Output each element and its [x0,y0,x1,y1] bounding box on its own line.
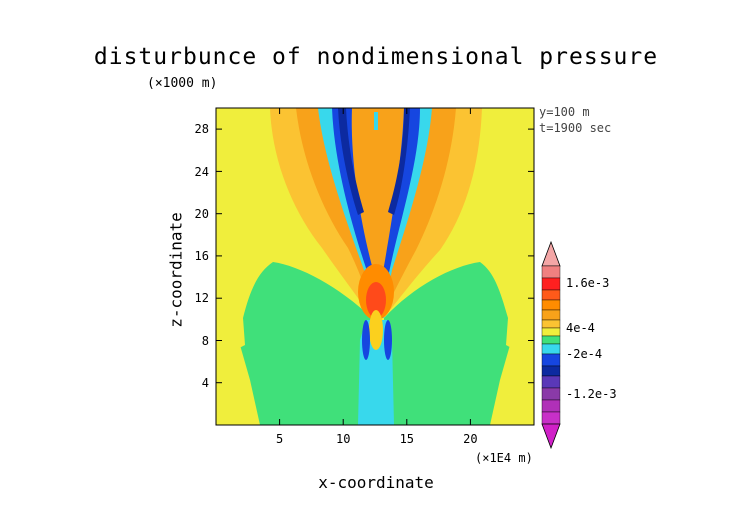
jet-right-core [388,108,410,215]
plot-frame [215,107,535,426]
chart-title: disturbunce of nondimensional pressure [93,44,659,70]
colorbar-label: -1.2e-3 [566,387,617,401]
jet-left-core [338,108,364,215]
y-tick-label: 4 [202,376,209,390]
x-tick-label: 10 [336,432,350,446]
jet-left-cyan [318,108,378,318]
y-tick-label: 12 [195,291,209,305]
colorbar-max-arrow [541,240,561,267]
x-axis-label: x-coordinate [318,473,434,492]
colorbar-label: 1.6e-3 [566,276,609,290]
colorbar-label: 4e-4 [566,321,595,335]
x-tick-label: 15 [400,432,414,446]
y-tick-label: 20 [195,207,209,221]
y-tick-label: 8 [202,334,209,348]
colorbar-min-arrow [541,423,561,450]
annotation-time: t=1900 sec [539,121,612,135]
annotation-y: y=100 m [539,105,590,119]
y-axis-unit: (×1000 m) [147,76,218,91]
y-ticks: 4 8 12 16 20 24 28 [195,122,534,390]
y-tick-label: 28 [195,122,209,136]
x-tick-label: 5 [276,432,283,446]
bottom-right-strip [490,345,534,425]
x-ticks: 5 10 15 20 [276,108,478,446]
core-yellow [369,310,383,350]
y-tick-label: 24 [195,165,209,179]
top-center-wisp [374,112,378,130]
bottom-left-strip [216,345,260,425]
y-tick-label: 16 [195,249,209,263]
jet-right-cyan [378,108,432,318]
contour-field [216,108,534,425]
jet-left-blue [332,108,378,316]
colorbar-label: -2e-4 [566,347,602,361]
core-red [366,282,386,318]
lower-jet-left [362,320,370,360]
jet-right-blue [378,108,420,316]
x-axis-unit: (×1E4 m) [475,451,533,465]
colorbar: 1.6e-3 4e-4 -2e-4 -1.2e-3 [541,240,617,450]
lower-jet-right [384,320,392,360]
x-tick-label: 20 [463,432,477,446]
